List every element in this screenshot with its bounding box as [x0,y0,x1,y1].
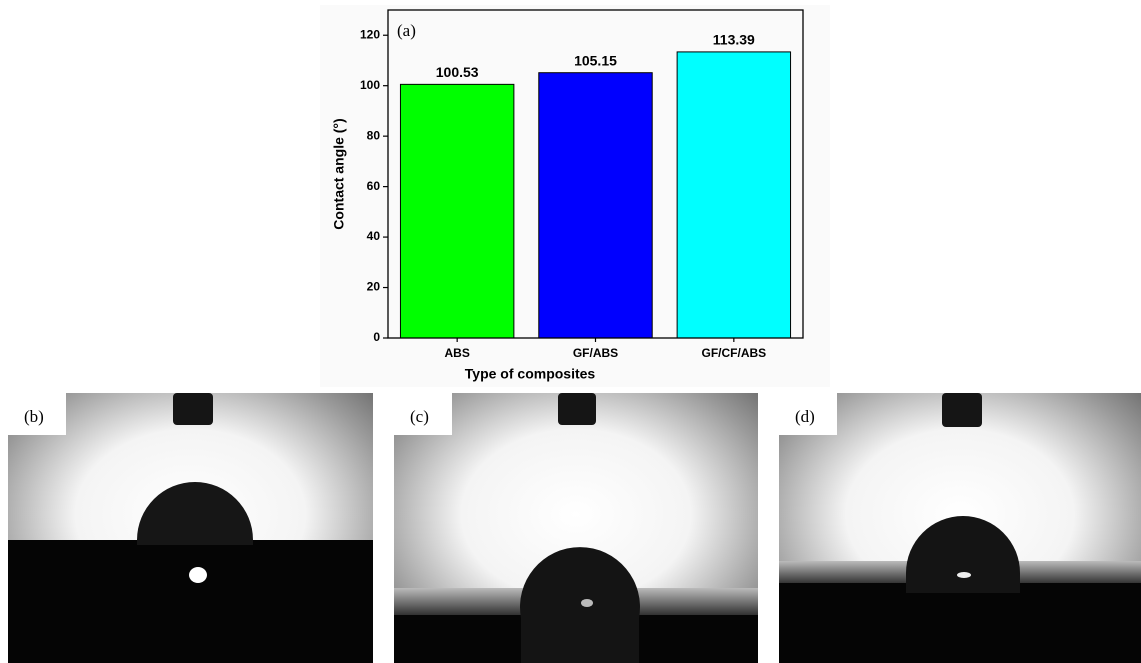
photo-label: (c) [410,407,429,426]
photo [8,393,373,663]
y-tick-label: 100 [360,78,380,92]
photo-label: (b) [24,407,44,426]
y-axis-label: Contact angle (°) [331,118,347,229]
x-tick-label: ABS [444,346,469,360]
value-label: 113.39 [713,32,755,48]
y-tick-label: 60 [367,179,381,193]
photo-label: (d) [795,407,815,426]
bar [399,83,515,339]
plot-frame [387,9,804,339]
bar [676,51,792,339]
x-tick-label: GF/CF/ABS [701,346,766,360]
bar [538,72,653,339]
y-tick-label: 120 [360,27,380,41]
photo [779,393,1141,663]
value-label: 105.15 [574,52,617,68]
y-tick-label: 80 [367,128,381,142]
x-tick-label: GF/ABS [573,346,618,360]
y-tick-label: 40 [367,229,381,243]
photo [394,393,758,663]
value-label: 100.53 [436,64,479,80]
y-tick-label: 20 [367,280,381,294]
panel-label: (a) [397,21,416,40]
y-tick-label: 0 [373,330,380,344]
x-axis-label: Type of composites [465,366,596,382]
